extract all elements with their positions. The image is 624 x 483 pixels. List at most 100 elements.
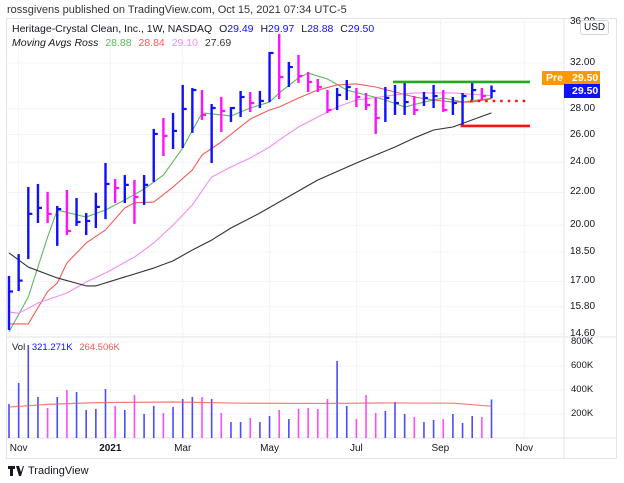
price-bar <box>471 82 477 100</box>
price-bar <box>123 175 129 204</box>
low-value: 28.88 <box>307 23 334 35</box>
trend-levels <box>393 80 530 128</box>
ma4-line <box>8 112 492 287</box>
price-bar <box>142 175 149 205</box>
price-bar <box>490 85 496 99</box>
price-bar <box>162 118 168 156</box>
currency-badge[interactable]: USD <box>580 20 610 35</box>
volume-tick-label: 400K <box>571 384 594 395</box>
time-tick-label: Jul <box>349 443 363 454</box>
price-bar <box>297 54 303 83</box>
price-bar <box>46 191 52 224</box>
time-tick-label: Sep <box>431 443 450 454</box>
price-bar <box>17 254 23 292</box>
price-bars <box>7 33 496 330</box>
price-bar <box>210 103 216 163</box>
price-bar <box>27 187 33 259</box>
price-bar <box>335 87 342 110</box>
price-tick-label: 15.80 <box>570 300 596 312</box>
price-bar <box>200 90 206 120</box>
price-bar <box>268 51 274 103</box>
price-tick-label: 32.00 <box>570 56 596 68</box>
price-bar <box>239 90 245 117</box>
symbol-title: Heritage-Crystal Clean, Inc., 1W, NASDAQ <box>12 23 213 35</box>
price-bar <box>374 96 380 134</box>
price-bar <box>393 84 399 115</box>
volume-tick-label: 200K <box>571 408 594 419</box>
volume-ma-value: 264.506K <box>79 342 120 353</box>
price-bar <box>384 87 390 122</box>
ma1-value: 28.88 <box>105 37 132 49</box>
price-bar <box>403 82 409 115</box>
price-bar <box>316 78 322 93</box>
price-bar <box>326 90 332 113</box>
price-tick-label: 18.50 <box>570 246 596 258</box>
volume-tick-label: 800K <box>571 336 594 347</box>
ma3-line <box>8 92 492 314</box>
price-bar <box>152 128 158 182</box>
price-tick-label: 14.60 <box>570 327 596 339</box>
price-tick-label: 28.00 <box>570 103 596 114</box>
ma-legend[interactable]: Moving Avgs Ross 28.88 28.84 29.10 27.69 <box>12 37 235 49</box>
ma2-value: 28.84 <box>138 37 165 49</box>
volume-tick-label: 600K <box>571 360 594 371</box>
price-bar <box>480 87 486 100</box>
tradingview-logo[interactable]: TradingView <box>8 465 89 477</box>
volume-bars <box>8 345 493 438</box>
time-tick-label: Nov <box>9 443 28 454</box>
volume-ma-line <box>8 401 492 408</box>
price-bar <box>422 92 428 107</box>
price-bar <box>75 198 81 226</box>
ma3-value: 29.10 <box>171 37 198 49</box>
premarket-price-tag: Pre 29.50 <box>542 71 600 85</box>
price-bar <box>461 92 467 126</box>
ma4-value: 27.69 <box>204 37 232 49</box>
price-bar <box>278 33 284 100</box>
tradingview-logo-icon <box>8 466 24 476</box>
price-bar <box>432 84 438 109</box>
close-value: 29.50 <box>347 23 375 35</box>
price-bar <box>104 162 110 220</box>
time-tick-label: Mar <box>174 443 192 454</box>
price-bar <box>364 92 371 110</box>
grid <box>6 18 564 438</box>
price-bar <box>94 192 100 229</box>
volume-value: 321.271K <box>31 342 73 353</box>
price-bar <box>171 112 178 149</box>
time-tick-label: May <box>260 443 279 454</box>
price-bar <box>191 87 197 133</box>
ma-name: Moving Avgs Ross <box>12 37 99 49</box>
price-bar <box>133 179 139 224</box>
price-bar <box>413 96 419 115</box>
symbol-legend: Heritage-Crystal Clean, Inc., 1W, NASDAQ… <box>12 23 375 35</box>
price-bar <box>355 87 361 108</box>
open-value: 29.49 <box>227 23 254 35</box>
price-bar <box>7 275 13 330</box>
volume-legend: Vol 321.271K 264.506K <box>12 342 120 353</box>
price-tick-label: 17.00 <box>570 275 596 287</box>
last-price-tag: 29.50 <box>564 84 600 98</box>
price-tick-label: 20.00 <box>570 219 596 231</box>
price-bar <box>229 106 235 122</box>
time-tick-label: Nov <box>515 443 534 454</box>
price-bar <box>220 96 226 132</box>
price-bar <box>181 84 187 149</box>
price-tick-label: 22.00 <box>570 186 596 198</box>
high-value: 29.97 <box>268 23 295 35</box>
price-bar <box>345 80 351 100</box>
price-bar <box>56 205 62 246</box>
price-tick-label: 26.00 <box>570 128 596 140</box>
price-bar <box>442 90 448 112</box>
price-bar <box>65 189 71 236</box>
price-bar <box>84 213 91 236</box>
price-bar <box>258 90 264 109</box>
ma2-line <box>9 83 492 325</box>
price-bar <box>36 183 42 224</box>
publisher-line: rossgivens published on TradingView.com,… <box>7 4 347 16</box>
price-bar <box>451 96 457 115</box>
price-bar <box>249 92 255 112</box>
chart-frame <box>6 18 617 459</box>
price-tick-label: 24.00 <box>570 156 596 168</box>
price-bar <box>306 72 313 93</box>
